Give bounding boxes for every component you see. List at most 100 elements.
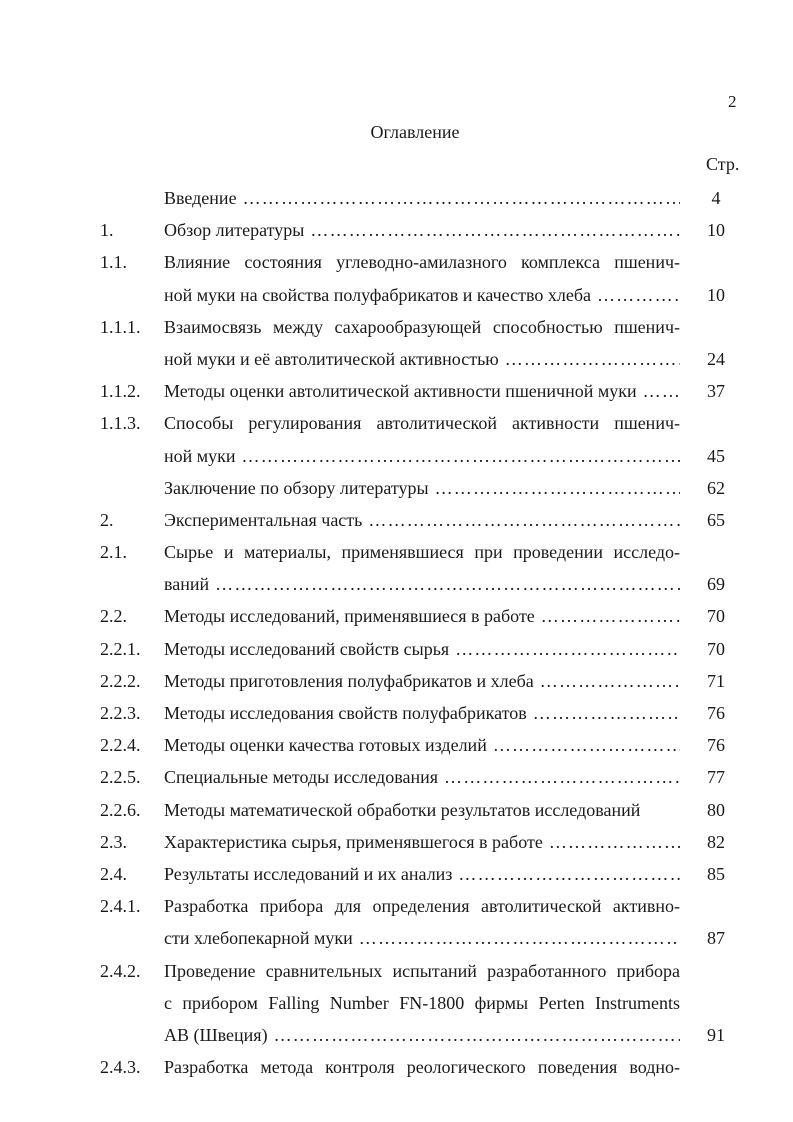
section-number: 2.2. — [100, 606, 127, 627]
section-number: 1.1.2. — [100, 381, 141, 402]
section-title: Введение — [164, 188, 237, 208]
page-ref: 70 — [707, 638, 725, 659]
page-ref: 62 — [707, 477, 725, 498]
page-number: 2 — [728, 92, 737, 111]
section-number: 2.2.1. — [100, 638, 141, 659]
toc-entry: 1.1.1. Взаимосвязь между сахарообразующей… — [0, 311, 793, 375]
page-ref: 80 — [707, 799, 725, 820]
section-number: 2.1. — [100, 542, 127, 563]
toc-entry: 1.1. Влияние состояния углеводно-амилазно… — [0, 246, 793, 310]
toc-entry: 1. Обзор литературы 10 — [0, 214, 793, 246]
toc-entry-line: 2.3. Характеристика сырья, применявшегося… — [0, 826, 793, 858]
toc-entry-line: 2.2.4. Методы оценки качества готовых изд… — [0, 729, 793, 761]
dot-leader — [243, 182, 680, 214]
section-title: Взаимосвязь между сахарообразующей спосо… — [164, 316, 680, 337]
page-ref: 85 — [707, 863, 725, 884]
toc-entry-line: 2.2.2. Методы приготовления полуфабрикато… — [0, 665, 793, 697]
toc-entry-line: сти хлебопекарной муки 87 — [0, 922, 793, 954]
section-number: 2.4.1. — [100, 896, 141, 917]
dot-leader — [493, 729, 680, 761]
dot-leader — [643, 375, 680, 407]
section-title-line: AB (Швеция) — [164, 1019, 680, 1051]
page-ref: 4 — [711, 188, 721, 208]
section-number: 2.2.6. — [100, 799, 141, 820]
toc-entry: 2.2.1. Методы исследований свойств сырья 7… — [0, 633, 793, 665]
page-ref: 82 — [707, 831, 725, 852]
toc-entry: 2.4.3. Разработка метода контроля реологи… — [0, 1051, 793, 1083]
toc-entry-line: 2.2.5. Специальные методы исследования 77 — [0, 761, 793, 793]
section-title-line: Методы исследований свойств сырья — [164, 633, 680, 665]
section-title: Методы исследования свойств полуфабрикат… — [164, 703, 527, 723]
page-ref: 76 — [707, 735, 725, 756]
section-title: Разработка прибора для определения автол… — [164, 896, 680, 917]
dot-leader — [242, 440, 680, 472]
table-of-contents: Введение 4 1. Обзор литературы 10 1.1. Влияние… — [0, 182, 793, 1083]
section-number: 2.2.3. — [100, 703, 141, 723]
section-title-line: Обзор литературы — [164, 214, 680, 246]
toc-entry: 2.3. Характеристика сырья, применявшегося… — [0, 826, 793, 858]
section-title-line: Заключение по обзору литературы — [164, 472, 680, 504]
toc-entry: 2.2.2. Методы приготовления полуфабрикато… — [0, 665, 793, 697]
section-title: Способы регулирования автолитической акт… — [164, 413, 680, 434]
toc-entry-line: Введение 4 — [0, 182, 793, 214]
toc-entry-line: 1.1.3. Способы регулирования автолитическ… — [0, 407, 793, 439]
section-title: Экспериментальная часть — [164, 509, 363, 530]
section-title: Методы математической обработки результа… — [164, 799, 641, 820]
section-title: Методы оценки качества готовых изделий — [164, 735, 487, 756]
section-number: 1.1. — [100, 252, 127, 273]
toc-entry-line: ной муки 45 — [0, 440, 793, 472]
toc-entry-line: 1. Обзор литературы 10 — [0, 214, 793, 246]
section-title-line: Результаты исследований и их анализ — [164, 858, 680, 890]
section-title: Сырье и материалы, применявшиеся при про… — [164, 542, 680, 563]
toc-entry: 1.1.2. Методы оценки автолитической актив… — [0, 375, 793, 407]
section-title-line: ной муки и её автолитической активностью — [164, 343, 680, 375]
toc-entry: 2.4.1. Разработка прибора для определения… — [0, 890, 793, 954]
dot-leader — [444, 761, 680, 793]
section-number: 1. — [100, 220, 114, 241]
section-title-line: Специальные методы исследования — [164, 761, 680, 793]
dot-leader — [533, 697, 680, 729]
section-title: Методы приготовления полуфабрикатов и хл… — [164, 670, 534, 691]
section-title-line: ваний — [164, 568, 680, 600]
page-ref: 10 — [707, 220, 725, 241]
toc-entry-line: AB (Швеция) 91 — [0, 1019, 793, 1051]
page-ref: 10 — [707, 284, 725, 305]
dot-leader — [368, 504, 680, 536]
page-ref: 45 — [707, 445, 725, 466]
toc-entry-line: 2.1. Сырье и материалы, применявшиеся при… — [0, 536, 793, 568]
section-title: Влияние состояния углеводно-амилазного к… — [164, 252, 680, 273]
dot-leader — [455, 633, 680, 665]
section-number: 2.2.2. — [100, 670, 141, 691]
section-title: ной муки и её автолитической активностью — [164, 348, 499, 369]
section-title-line: Методы математической обработки результа… — [164, 794, 680, 826]
toc-entry: 2.4.2. Проведение сравнительных испытаний… — [0, 955, 793, 1052]
section-title: Проведение сравнительных испытаний разра… — [164, 960, 680, 981]
toc-entry-line: ной муки на свойства полуфабрикатов и ка… — [0, 279, 793, 311]
page-ref: 37 — [707, 381, 725, 402]
toc-entry-line: 1.1. Влияние состояния углеводно-амилазно… — [0, 246, 793, 278]
section-title: с прибором Falling Number FN-1800 фирмы … — [164, 992, 680, 1013]
toc-entry-line: 1.1.1. Взаимосвязь между сахарообразующей… — [0, 311, 793, 343]
toc-entry: 2.1. Сырье и материалы, применявшиеся при… — [0, 536, 793, 600]
page-title: Оглавление — [370, 122, 460, 142]
toc-entry: 2. Экспериментальная часть 65 — [0, 504, 793, 536]
page-ref: 65 — [707, 509, 725, 530]
section-number: 2.2.4. — [100, 735, 141, 756]
section-title-line: Экспериментальная часть — [164, 504, 680, 536]
section-number: 2.4.3. — [100, 1057, 141, 1078]
page-ref: 24 — [707, 348, 725, 369]
section-number: 2.2.5. — [100, 767, 141, 788]
section-title: Обзор литературы — [164, 220, 305, 241]
toc-entry-line: с прибором Falling Number FN-1800 фирмы … — [0, 987, 793, 1019]
toc-entry-line: 2.2.3. Методы исследования свойств полуфа… — [0, 697, 793, 729]
toc-entry-line: 2.2.1. Методы исследований свойств сырья 7… — [0, 633, 793, 665]
page-ref: 71 — [707, 670, 725, 691]
dot-leader — [274, 1019, 680, 1051]
toc-entry: 2.2.3. Методы исследования свойств полуфа… — [0, 697, 793, 729]
toc-entry: Введение 4 — [0, 182, 793, 214]
toc-entry: 2.2.4. Методы оценки качества готовых изд… — [0, 729, 793, 761]
toc-entry: 1.1.3. Способы регулирования автолитическ… — [0, 407, 793, 471]
section-title: Результаты исследований и их анализ — [164, 863, 453, 884]
toc-entry: 2.2.5. Специальные методы исследования 77 — [0, 761, 793, 793]
section-title: Характеристика сырья, применявшегося в р… — [164, 831, 543, 852]
